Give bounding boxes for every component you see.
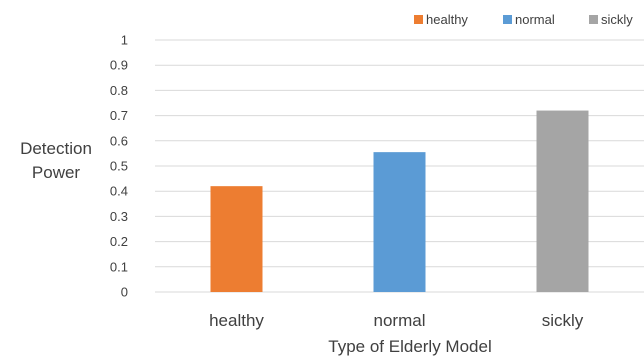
y-tick-label: 0.6 [110,133,128,148]
y-axis-title-line-2: Power [32,163,81,182]
y-tick-label: 0.5 [110,159,128,174]
bar-sickly [536,110,589,292]
y-tick-label: 0.4 [110,184,128,199]
legend: healthy normal sickly [414,12,633,27]
x-axis-title: Type of Elderly Model [328,337,491,356]
legend-swatch-normal [503,15,512,24]
y-tick-label: 0.7 [110,108,128,123]
bar-healthy [210,186,263,292]
y-tick-label: 0.3 [110,209,128,224]
bar-normal [373,152,426,292]
legend-label: healthy [426,12,468,27]
y-tick-label: 1 [121,33,128,48]
y-axis-ticks: 0 0.1 0.2 0.3 0.4 0.5 0.6 0.7 0.8 0.9 1 [110,33,128,300]
x-tick-label: sickly [542,311,584,330]
y-tick-label: 0.9 [110,58,128,73]
legend-label: sickly [601,12,633,27]
y-tick-label: 0 [121,285,128,300]
y-tick-label: 0.2 [110,234,128,249]
x-tick-label: healthy [209,311,264,330]
x-axis-categories: healthy normal sickly [209,311,584,330]
y-tick-label: 0.1 [110,259,128,274]
legend-swatch-sickly [589,15,598,24]
y-axis-title-line-1: Detection [20,139,92,158]
legend-label: normal [515,12,555,27]
y-tick-label: 0.8 [110,83,128,98]
x-tick-label: normal [374,311,426,330]
legend-swatch-healthy [414,15,423,24]
bars [210,110,589,292]
